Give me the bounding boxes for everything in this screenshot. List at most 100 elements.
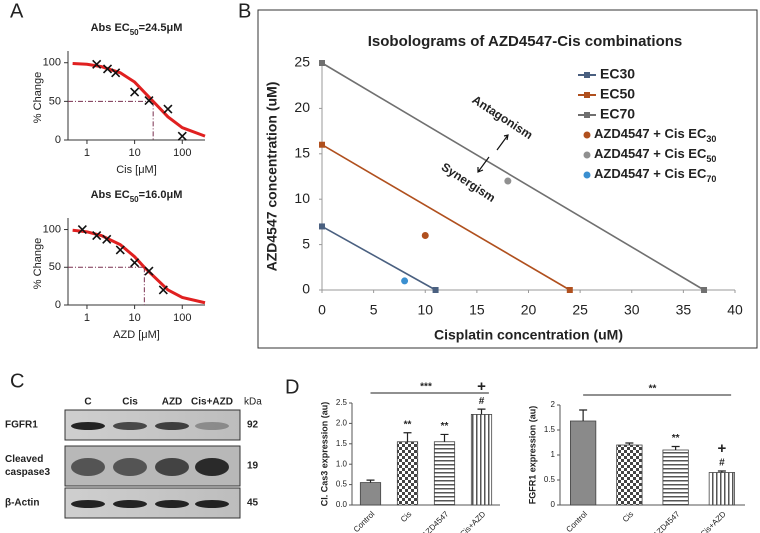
legend-marker xyxy=(584,112,590,118)
error-bar xyxy=(671,445,680,450)
legend-label: EC30 xyxy=(600,66,635,82)
data-point xyxy=(102,234,112,244)
title-text: Abs EC xyxy=(91,22,130,34)
y-tick-label: 2 xyxy=(551,400,556,409)
error-bar xyxy=(403,432,412,442)
fit-curve xyxy=(72,228,206,305)
legend-marker xyxy=(584,72,590,78)
title-text: =24.5μM xyxy=(139,22,183,34)
data-point xyxy=(92,59,102,69)
x-tick-label: 10 xyxy=(128,147,140,159)
data-point xyxy=(163,104,173,114)
panel-label: A xyxy=(10,0,24,22)
isobole-marker xyxy=(566,287,573,293)
x-tick-label: 100 xyxy=(173,312,191,324)
blot-band xyxy=(113,458,147,476)
x-tick-label: Control xyxy=(352,509,377,533)
isobole-marker xyxy=(319,141,325,148)
x-tick-label: 1 xyxy=(84,312,90,324)
title-text: Abs EC xyxy=(91,189,130,201)
blot-band xyxy=(155,458,189,476)
significance: # xyxy=(719,458,725,469)
isobole xyxy=(321,225,436,291)
data-point xyxy=(111,68,121,78)
legend-text: AZD4547 + Cis EC xyxy=(594,146,707,161)
isobole-marker xyxy=(319,223,325,230)
isobole-marker xyxy=(432,287,439,293)
y-tick-label: 0 xyxy=(302,281,310,297)
bar xyxy=(662,449,689,506)
blot-band xyxy=(71,500,105,508)
legend-text: AZD4547 + Cis EC xyxy=(594,166,707,181)
legend-label: AZD4547 + Cis EC70 xyxy=(594,166,716,184)
y-tick-label: 50 xyxy=(49,95,61,107)
blot-band xyxy=(113,422,147,430)
legend-subscript: 30 xyxy=(706,134,716,144)
y-tick-label: 10 xyxy=(294,190,310,206)
x-tick-label: 100 xyxy=(173,147,191,159)
blot-band xyxy=(195,422,229,430)
panel-label: B xyxy=(238,0,251,22)
y-tick-label: 0.5 xyxy=(336,480,348,489)
significance: ** xyxy=(441,421,449,432)
legend-subscript: 50 xyxy=(706,154,716,164)
legend-subscript: 70 xyxy=(706,174,716,184)
combination-point xyxy=(421,232,429,240)
y-tick-label: 20 xyxy=(294,99,310,115)
error-bar xyxy=(366,479,375,483)
y-tick-label: 1.0 xyxy=(336,459,348,468)
blot-band xyxy=(155,500,189,508)
x-axis-label: Cis [μM] xyxy=(116,164,157,176)
blot-band xyxy=(195,458,229,476)
legend-marker xyxy=(583,171,591,179)
data-point xyxy=(144,96,154,106)
panel-label: D xyxy=(285,376,299,398)
y-axis-label: Cl. Cas3 expression (au) xyxy=(319,402,329,507)
data-point xyxy=(92,231,102,241)
significance: ** xyxy=(672,433,680,444)
bar xyxy=(359,482,382,506)
data-point xyxy=(130,258,140,268)
y-tick-label: 100 xyxy=(43,223,61,235)
legend-label: EC70 xyxy=(600,106,635,122)
x-tick-label: Cis xyxy=(621,510,636,525)
y-axis-label: AZD4547 concentration (uM) xyxy=(264,82,280,272)
y-tick-label: 2.0 xyxy=(336,419,348,428)
fit-curve xyxy=(72,62,206,138)
y-axis-label: % Change xyxy=(32,72,44,123)
y-tick-label: 5 xyxy=(302,235,310,251)
y-tick-label: 0.5 xyxy=(544,475,556,484)
panel-b-frame xyxy=(257,9,758,349)
arrow xyxy=(496,134,509,151)
y-tick-label: 0 xyxy=(55,299,61,311)
isobole xyxy=(321,62,705,291)
x-tick-label: AZD4547 xyxy=(420,509,451,533)
annotation: Synergism xyxy=(439,160,498,205)
data-point xyxy=(130,87,140,97)
blot-band xyxy=(155,422,189,430)
y-tick-label: 1 xyxy=(551,450,556,459)
y-tick-label: 15 xyxy=(294,145,310,161)
kda-value: 45 xyxy=(247,498,259,509)
data-point xyxy=(144,266,154,276)
unit-label: kDa xyxy=(244,397,262,408)
legend-label: AZD4547 + Cis EC50 xyxy=(594,146,716,164)
lane-label: AZD xyxy=(162,397,183,408)
data-point xyxy=(158,285,168,295)
combination-point xyxy=(504,177,512,185)
y-axis-label: FGFR1 expression (au) xyxy=(527,406,537,505)
bar xyxy=(470,414,493,506)
lane-label: Cis+AZD xyxy=(191,397,233,408)
chart-title: Abs EC50=24.5μM xyxy=(91,22,183,37)
arrow xyxy=(477,156,490,173)
x-tick-label: AZD4547 xyxy=(651,509,682,533)
row-label: Cleaved xyxy=(5,454,43,465)
error-bar xyxy=(579,409,588,421)
y-tick-label: 100 xyxy=(43,57,61,69)
error-bar xyxy=(440,433,449,442)
bar xyxy=(708,472,735,506)
x-tick-label: 25 xyxy=(572,302,588,318)
x-axis-label: Cisplatin concentration (uM) xyxy=(434,327,623,343)
bar xyxy=(433,441,456,506)
